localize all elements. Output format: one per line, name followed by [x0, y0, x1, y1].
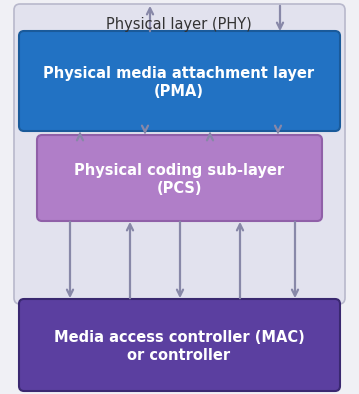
FancyBboxPatch shape [14, 4, 345, 304]
Text: Media access controller (MAC): Media access controller (MAC) [53, 329, 304, 344]
FancyBboxPatch shape [19, 299, 340, 391]
Text: (PCS): (PCS) [156, 180, 202, 195]
FancyBboxPatch shape [19, 31, 340, 131]
Text: Physical coding sub-layer: Physical coding sub-layer [74, 162, 284, 178]
Text: Physical layer (PHY): Physical layer (PHY) [106, 17, 252, 32]
Text: (PMA): (PMA) [154, 84, 204, 98]
Text: Physical media attachment layer: Physical media attachment layer [43, 65, 314, 80]
FancyBboxPatch shape [37, 135, 322, 221]
Text: or controller: or controller [127, 348, 230, 362]
